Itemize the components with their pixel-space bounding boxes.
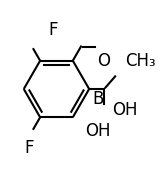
Text: CH₃: CH₃: [126, 52, 156, 70]
Text: OH: OH: [112, 101, 138, 119]
Text: O: O: [97, 52, 110, 70]
Text: B: B: [92, 90, 104, 108]
Text: F: F: [48, 21, 57, 39]
Text: OH: OH: [85, 122, 111, 140]
Text: F: F: [24, 139, 34, 157]
